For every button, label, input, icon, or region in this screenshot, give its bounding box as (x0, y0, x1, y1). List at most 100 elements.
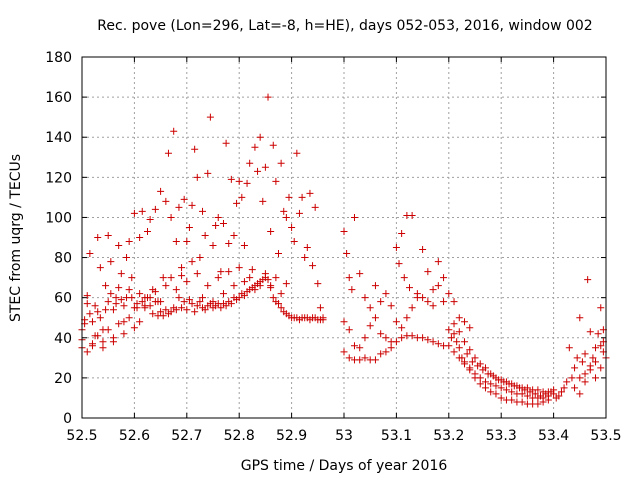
data-point (350, 342, 358, 350)
data-point (481, 364, 489, 372)
data-point (309, 262, 317, 270)
data-point (277, 290, 285, 298)
data-point (167, 213, 175, 221)
data-point (398, 229, 406, 237)
data-point (264, 276, 272, 284)
data-point (277, 159, 285, 167)
data-point (230, 282, 238, 290)
data-point (188, 201, 196, 209)
data-point (531, 390, 539, 398)
data-point (109, 306, 117, 314)
grid (82, 57, 606, 418)
data-point (151, 205, 159, 213)
data-point (424, 268, 432, 276)
data-point (159, 312, 167, 320)
data-point (508, 396, 516, 404)
data-point (96, 314, 104, 322)
data-point (316, 304, 324, 312)
data-point (120, 318, 128, 326)
data-point (463, 350, 471, 358)
data-point (219, 290, 227, 298)
data-point (162, 197, 170, 205)
data-point (146, 215, 154, 223)
data-point (227, 175, 235, 183)
data-point (288, 223, 296, 231)
data-point (125, 314, 133, 322)
data-point (568, 374, 576, 382)
data-point (343, 250, 351, 258)
data-point (115, 242, 123, 250)
data-point (455, 344, 463, 352)
data-point (209, 298, 217, 306)
x-tick-label: 53.4 (538, 428, 569, 444)
data-point (159, 274, 167, 282)
data-point (445, 342, 453, 350)
x-tick-label: 52.9 (276, 428, 307, 444)
data-point (487, 370, 495, 378)
data-points (78, 93, 610, 408)
data-point (94, 234, 102, 241)
data-point (502, 378, 510, 386)
data-point (125, 286, 133, 294)
data-point (424, 336, 432, 344)
data-point (185, 296, 193, 304)
y-tick-label: 120 (45, 170, 72, 186)
data-point (314, 280, 322, 288)
data-point (356, 356, 364, 364)
data-point (136, 234, 144, 241)
data-point (298, 193, 306, 201)
data-point (419, 334, 427, 342)
data-point (136, 318, 144, 326)
data-point (83, 348, 91, 356)
data-point (584, 276, 592, 284)
data-point (450, 348, 458, 356)
data-point (109, 338, 117, 346)
data-point (319, 316, 327, 324)
data-point (581, 378, 589, 386)
data-point (199, 294, 207, 302)
data-point (225, 240, 233, 248)
data-point (267, 284, 275, 292)
data-point (96, 264, 104, 272)
data-point (450, 330, 458, 338)
data-point (345, 274, 353, 282)
data-point (269, 141, 277, 149)
data-point (277, 304, 285, 312)
data-point (387, 344, 395, 352)
data-point (406, 284, 413, 292)
data-point (235, 264, 243, 272)
data-point (240, 242, 248, 250)
data-point (230, 231, 238, 239)
data-point (487, 388, 495, 396)
data-point (563, 378, 571, 386)
data-point (183, 278, 191, 286)
data-point (157, 298, 165, 306)
data-point (138, 298, 146, 306)
data-point (275, 250, 282, 258)
data-point (117, 270, 125, 278)
y-tick-label: 0 (63, 411, 72, 427)
data-point (94, 308, 102, 316)
data-point (461, 318, 469, 326)
data-point (392, 318, 400, 326)
chart-title: Rec. pove (Lon=296, Lat=-8, h=HE), days … (97, 18, 592, 34)
data-point (429, 338, 437, 346)
data-point (125, 238, 133, 246)
plot-frame (81, 56, 607, 419)
data-point (594, 330, 602, 338)
data-point (183, 306, 191, 314)
data-point (175, 294, 183, 302)
y-tick-label: 60 (54, 291, 72, 307)
data-point (461, 358, 469, 366)
data-point (468, 358, 476, 366)
y-tick-label: 180 (45, 50, 72, 66)
data-point (240, 292, 248, 300)
data-point (167, 308, 175, 316)
data-point (471, 354, 479, 362)
data-point (248, 266, 256, 274)
data-point (243, 179, 251, 187)
data-point (146, 294, 154, 302)
data-point (251, 143, 259, 151)
x-axis-label: GPS time / Days of year 2016 (241, 458, 448, 474)
